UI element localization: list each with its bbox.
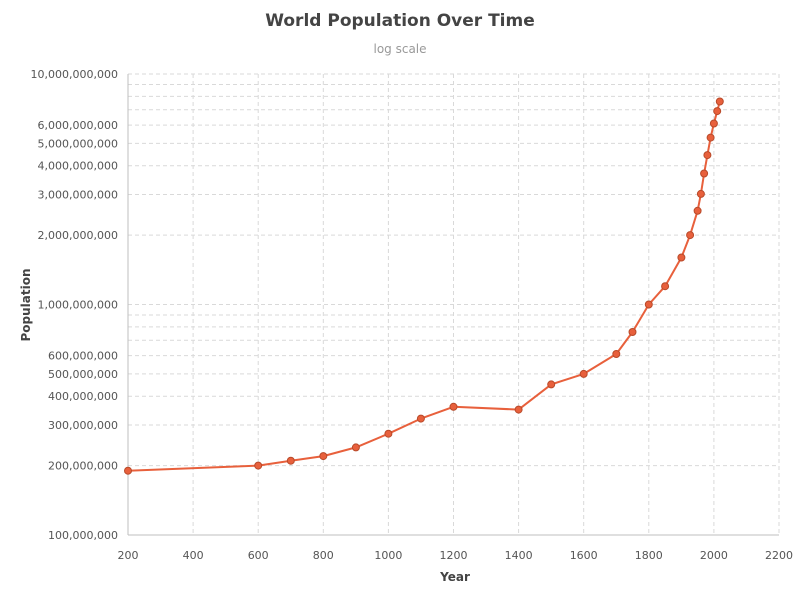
data-point[interactable] [693, 206, 702, 215]
x-tick-label: 800 [313, 549, 334, 562]
data-point[interactable] [254, 461, 263, 470]
x-tick-label: 2000 [700, 549, 728, 562]
data-point[interactable] [449, 402, 458, 411]
data-point[interactable] [547, 380, 556, 389]
series-line [127, 101, 721, 472]
y-tick-label: 600,000,000 [48, 350, 118, 363]
x-tick-label: 600 [248, 549, 269, 562]
data-point[interactable] [286, 456, 295, 465]
data-point[interactable] [351, 443, 360, 452]
y-tick-labels: 100,000,000 200,000,000 300,000,000 400,000… [31, 68, 118, 542]
x-tick-label: 400 [183, 549, 204, 562]
x-tick-label: 1200 [440, 549, 468, 562]
y-tick-label: 100,000,000 [48, 529, 118, 542]
data-point[interactable] [700, 169, 709, 178]
y-tick-label: 1,000,000,000 [38, 299, 118, 312]
x-axis-title: Year [439, 570, 470, 584]
x-tick-label: 1600 [570, 549, 598, 562]
axes [127, 74, 779, 536]
data-point[interactable] [416, 414, 425, 423]
data-point[interactable] [686, 231, 695, 240]
data-point[interactable] [644, 300, 653, 309]
y-tick-label: 10,000,000,000 [31, 68, 118, 81]
x-tick-label: 200 [118, 549, 139, 562]
chart-subtitle: log scale [373, 42, 426, 56]
data-point[interactable] [713, 107, 722, 116]
y-tick-label: 2,000,000,000 [38, 229, 118, 242]
data-point[interactable] [319, 452, 328, 461]
data-point[interactable] [579, 369, 588, 378]
data-point[interactable] [696, 189, 705, 198]
chart-title: World Population Over Time [265, 11, 535, 31]
y-tick-label: 4,000,000,000 [38, 160, 118, 173]
x-tick-label: 1000 [374, 549, 402, 562]
y-tick-label: 500,000,000 [48, 368, 118, 381]
data-point[interactable] [514, 405, 523, 414]
series [124, 97, 724, 475]
data-point[interactable] [661, 282, 670, 291]
data-point[interactable] [384, 429, 393, 438]
y-tick-label: 400,000,000 [48, 390, 118, 403]
y-axis-title: Population [19, 268, 33, 341]
data-point[interactable] [715, 97, 724, 106]
data-point[interactable] [677, 253, 686, 262]
y-tick-label: 5,000,000,000 [38, 137, 118, 150]
x-tick-labels: 200 400 600 800 1000 1200 1400 1600 1800 2000 2200 [118, 549, 794, 562]
x-tick-label: 1400 [505, 549, 533, 562]
data-point[interactable] [709, 119, 718, 128]
y-tick-label: 6,000,000,000 [38, 119, 118, 132]
data-point[interactable] [612, 350, 621, 358]
y-tick-label: 3,000,000,000 [38, 189, 118, 202]
y-tick-label: 200,000,000 [48, 460, 118, 473]
x-tick-label: 1800 [635, 549, 663, 562]
data-point[interactable] [628, 328, 637, 336]
y-tick-label: 300,000,000 [48, 419, 118, 432]
data-point[interactable] [706, 133, 715, 142]
data-point[interactable] [124, 466, 132, 475]
data-point[interactable] [703, 151, 712, 160]
grid [127, 73, 780, 536]
x-tick-label: 2200 [765, 549, 793, 562]
